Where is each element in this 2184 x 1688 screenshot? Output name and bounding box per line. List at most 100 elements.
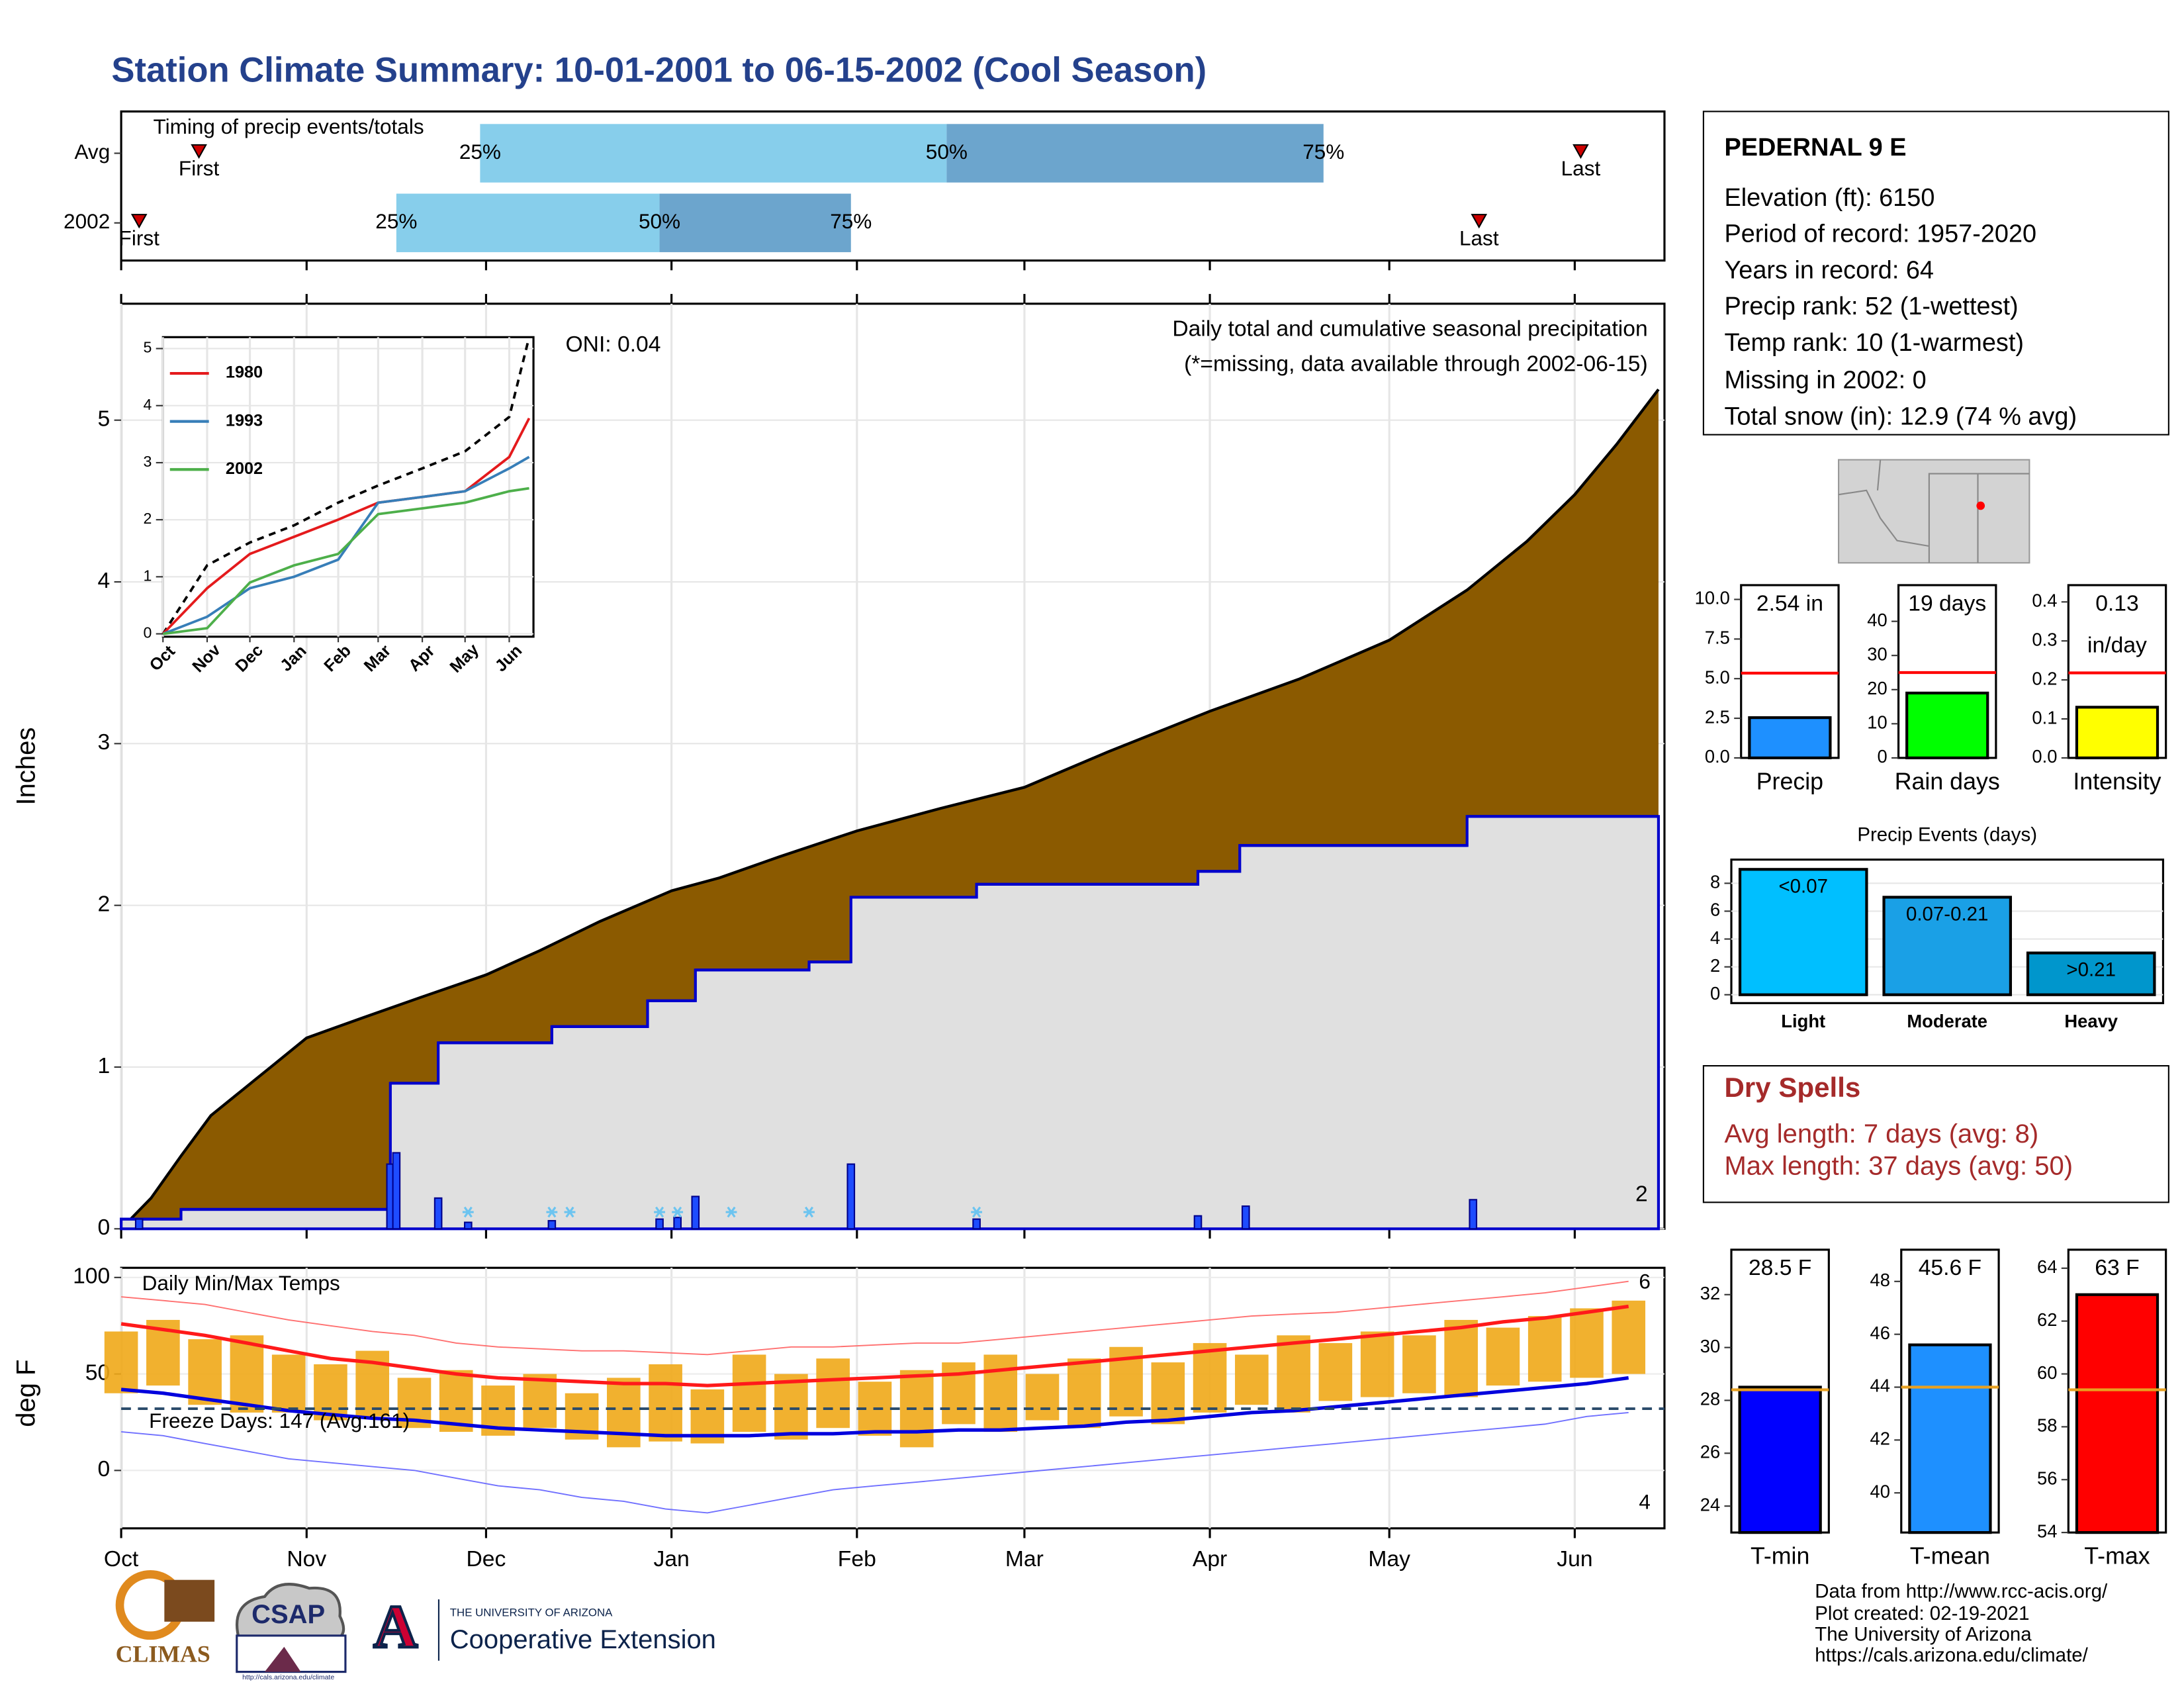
daily-bar	[433, 1197, 443, 1230]
bar	[2026, 951, 2156, 996]
y-tick-label: 24	[1700, 1494, 1720, 1515]
pct-label: 25%	[375, 209, 417, 233]
y-tick-label: 10	[1867, 712, 1887, 733]
logo-text: Cooperative Extension	[450, 1625, 716, 1654]
y-tick-label: 0.0	[1705, 746, 1730, 767]
temp-bar	[1360, 1331, 1394, 1397]
credit: Data from http://www.rcc-acis.org/	[1815, 1580, 2108, 1602]
y-tick-label: 0	[98, 1215, 111, 1240]
category-label: T-min	[1751, 1542, 1809, 1569]
temp-bar	[1527, 1316, 1562, 1382]
record-min-line	[121, 1411, 1629, 1514]
snow-marker	[462, 1206, 474, 1218]
event-marker	[191, 144, 207, 159]
daily-bar	[972, 1218, 981, 1230]
y-tick-label: 40	[1867, 610, 1887, 630]
temp-bar	[1235, 1354, 1269, 1405]
y-tick-label: 60	[2037, 1362, 2057, 1383]
temp-bar	[1151, 1362, 1185, 1425]
temp-bar	[1193, 1342, 1227, 1413]
y-tick-label: 28	[1700, 1389, 1720, 1409]
y-tick-label: 2	[1710, 955, 1720, 976]
temp-bar	[1444, 1319, 1478, 1397]
bar	[2075, 1293, 2160, 1534]
y-axis-title: deg F	[12, 1360, 41, 1427]
logo-text: http://cals.arizona.edu/climate	[242, 1673, 334, 1681]
y-tick-label: 44	[1870, 1376, 1889, 1396]
y-tick-label: 0.4	[2032, 590, 2057, 611]
temp-bar	[983, 1354, 1018, 1432]
category-label: Light	[1781, 1011, 1825, 1031]
temp-bar	[816, 1358, 850, 1429]
temp-bar	[732, 1354, 766, 1432]
value-label: 0.13	[2095, 591, 2139, 616]
y-tick-label: 3	[98, 730, 111, 755]
annotation: 6	[1639, 1270, 1651, 1293]
annotation: 4	[1639, 1489, 1651, 1513]
annotation: Daily Min/Max Temps	[142, 1271, 340, 1295]
credit: Plot created: 02-19-2021	[1815, 1603, 2029, 1624]
pct-label: 50%	[926, 140, 968, 164]
legend-label: 2002	[226, 459, 263, 478]
csap-mountain	[264, 1646, 301, 1672]
snow-marker	[546, 1206, 558, 1218]
category-label: Rain days	[1895, 768, 2000, 794]
range-bar	[659, 193, 851, 252]
station-line: Elevation (ft): 6150	[1724, 184, 1934, 212]
temp-bar	[774, 1374, 808, 1440]
row-label: 2002	[64, 209, 110, 233]
event-marker	[130, 214, 148, 229]
annotation: ONI: 0.04	[565, 332, 660, 357]
y-tick-label: 3	[144, 453, 152, 470]
y-tick-label: 1	[98, 1054, 111, 1078]
y-tick-label: 42	[1870, 1429, 1889, 1449]
temp-bar	[649, 1364, 682, 1442]
event-label: Last	[1459, 226, 1499, 250]
map-borders	[1838, 459, 2030, 563]
y-tick-label: 48	[1870, 1270, 1889, 1290]
series-line	[162, 455, 530, 635]
event-label: First	[119, 226, 160, 250]
x-tick-label: Nov	[287, 1547, 326, 1571]
temp-bar	[607, 1378, 641, 1448]
bar	[2075, 706, 2160, 760]
x-tick-label: Dec	[467, 1547, 506, 1571]
bin-label: >0.21	[2066, 959, 2116, 981]
row-label: Avg	[74, 140, 110, 164]
legend-label: 1993	[226, 411, 263, 430]
y-tick-label: 0.1	[2032, 707, 2057, 727]
event-label: Last	[1561, 156, 1601, 180]
y-tick-label: 4	[98, 569, 111, 593]
temp-bar	[1277, 1335, 1310, 1413]
bar	[1908, 1343, 1992, 1534]
average-line	[161, 336, 531, 635]
value-label: 63 F	[2095, 1256, 2139, 1280]
dry-spells-line: Avg length: 7 days (avg: 8)	[1724, 1119, 2038, 1149]
y-tick-label: 5.0	[1705, 667, 1730, 687]
daily-bar	[547, 1220, 557, 1230]
value-label: 45.6 F	[1919, 1256, 1981, 1280]
temp-bar	[1025, 1374, 1060, 1421]
y-tick-label: 0.3	[2032, 629, 2057, 649]
y-tick-label: 62	[2037, 1309, 2057, 1330]
category-label: T-mean	[1910, 1542, 1990, 1569]
bar	[1905, 691, 1989, 760]
temp-bar	[230, 1335, 264, 1413]
category-label: Precip	[1756, 768, 1823, 794]
station-line: Precip rank: 52 (1-wettest)	[1724, 293, 2018, 320]
y-tick-label: 26	[1700, 1442, 1720, 1462]
logo-text: CSAP	[251, 1600, 325, 1629]
snow-marker	[654, 1206, 665, 1218]
series-line	[161, 417, 531, 635]
event-label: First	[179, 156, 220, 180]
y-axis-title: Inches	[12, 727, 41, 806]
chart-title: Precip Events (days)	[1857, 824, 2037, 846]
y-tick-label: 5	[144, 339, 152, 356]
temp-bar	[271, 1354, 306, 1413]
annotation: 2	[1635, 1182, 1648, 1207]
x-tick-label: Oct	[104, 1547, 139, 1571]
series-line	[162, 487, 529, 635]
temp-bar	[523, 1374, 557, 1429]
station-line: Period of record: 1957-2020	[1724, 220, 2036, 248]
